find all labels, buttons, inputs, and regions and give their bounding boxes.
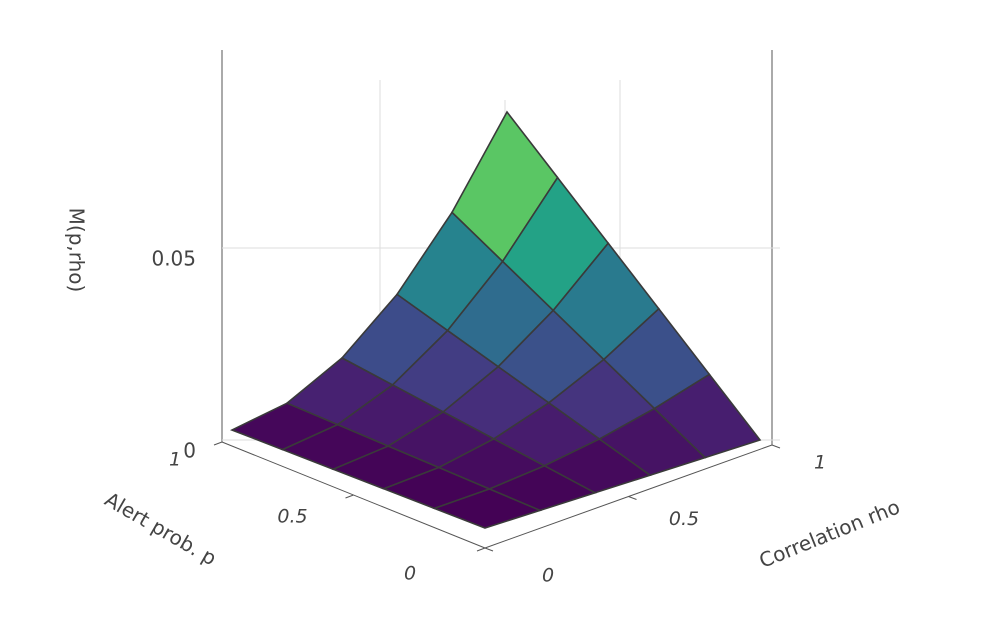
z-axis-title: M(p,rho) <box>65 208 89 293</box>
x-tick-mark <box>484 547 494 552</box>
x-tick-mark <box>771 444 781 449</box>
y-tick-label: 1 <box>169 449 181 471</box>
surface-cell <box>432 488 543 529</box>
x-tick-label: 1 <box>814 452 826 474</box>
x-tick-label: 0 <box>542 565 554 587</box>
x-axis-title: Correlation rho <box>756 494 904 572</box>
z-tick-label: 0.05 <box>151 247 196 271</box>
y-tick-label: 0.5 <box>277 506 307 528</box>
x-tick-mark <box>628 496 637 500</box>
x-tick-label: 0.5 <box>669 508 699 530</box>
y-tick-mark <box>476 547 486 552</box>
z-tick-label: 0 <box>183 439 196 463</box>
y-axis-title: Alert prob. p <box>101 487 221 570</box>
y-tick-mark <box>345 494 354 499</box>
y-tick-mark <box>213 441 223 446</box>
y-tick-label: 0 <box>404 563 416 585</box>
